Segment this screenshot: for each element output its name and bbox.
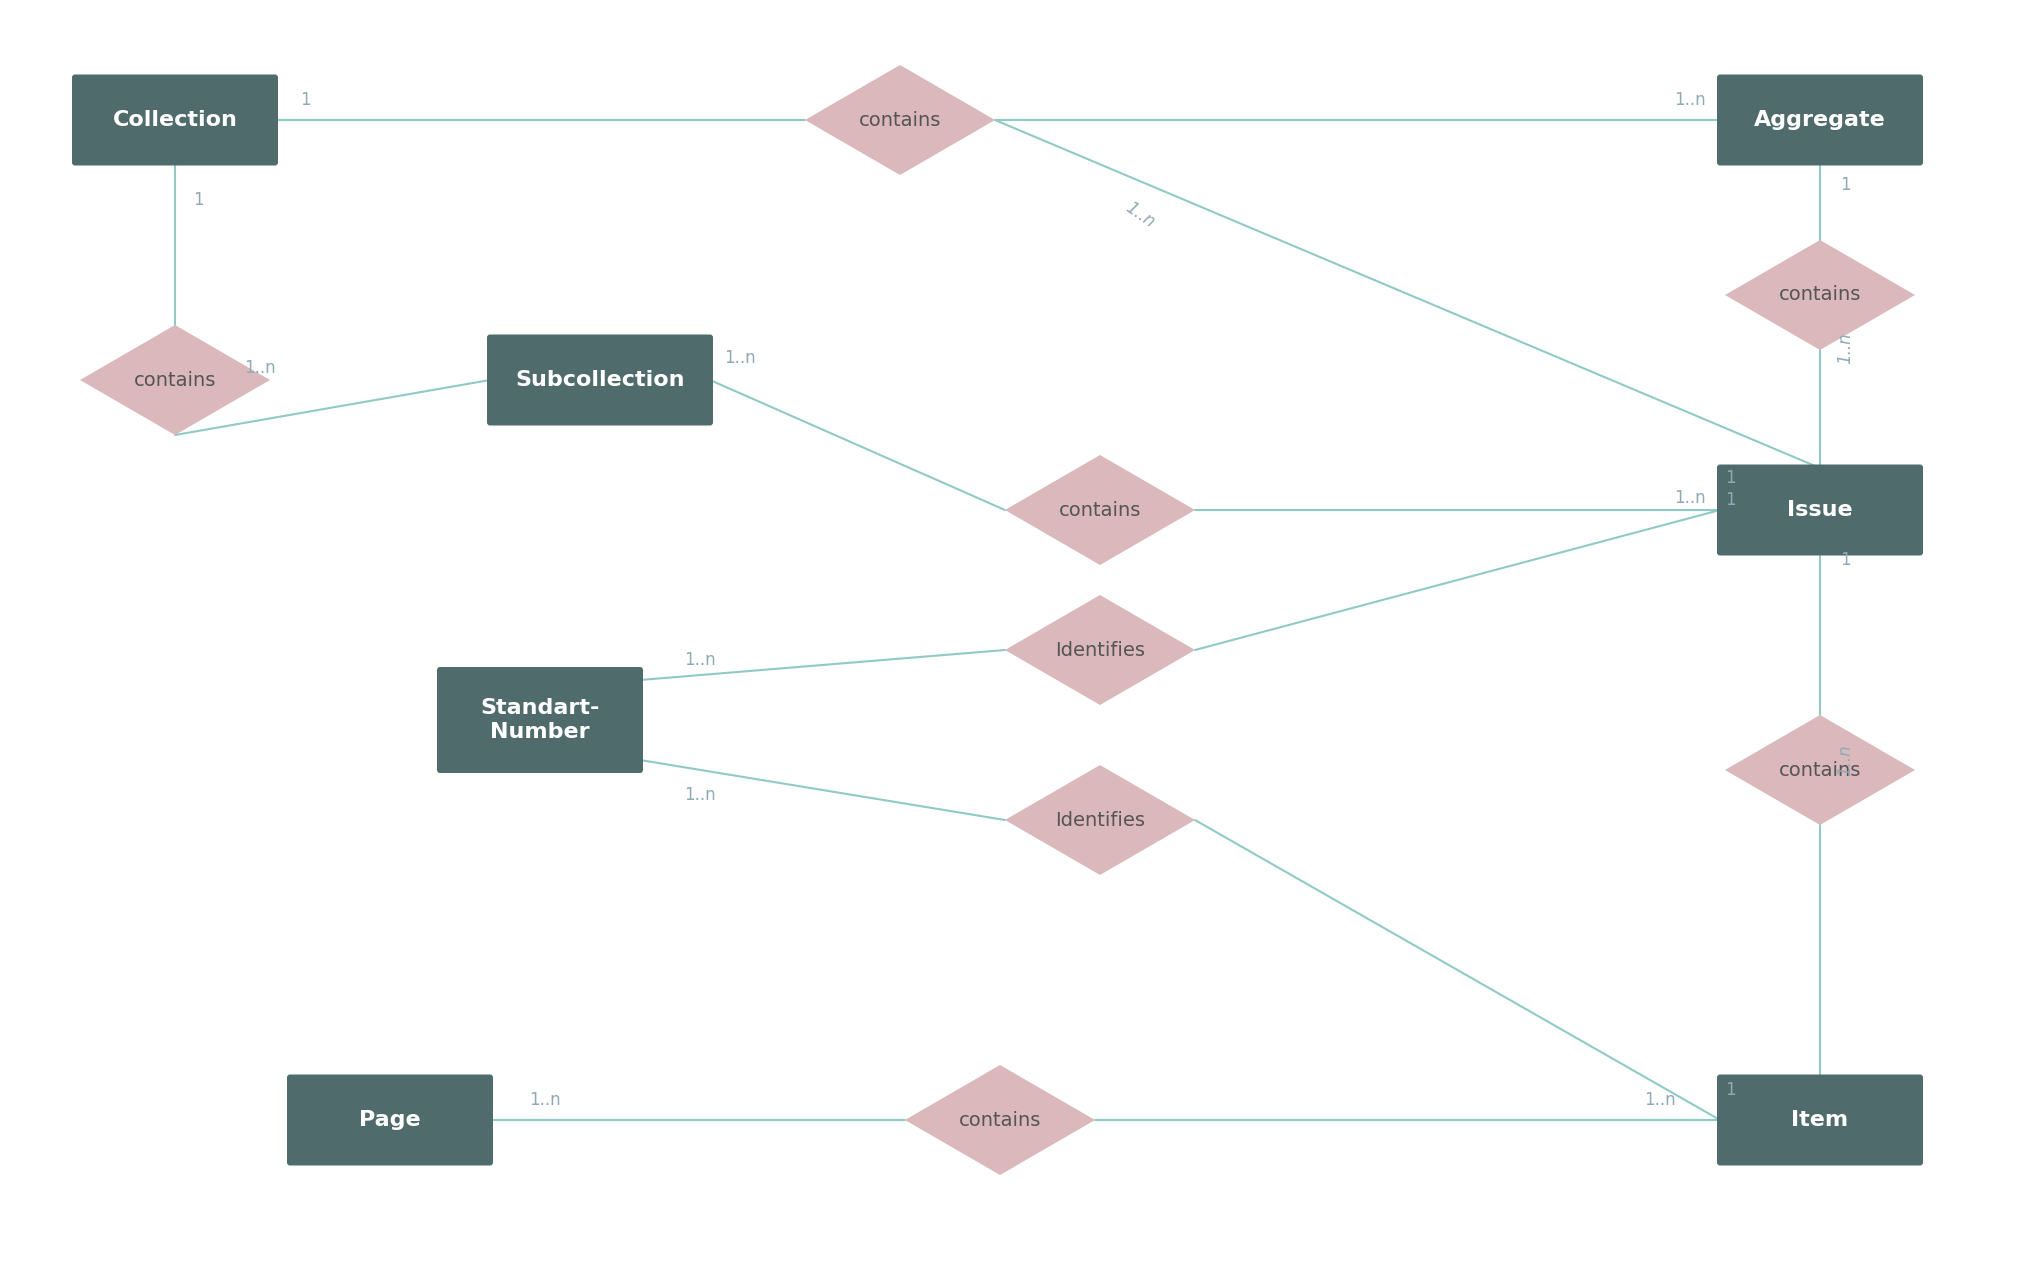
Text: 1..n: 1..n xyxy=(1837,745,1855,776)
FancyBboxPatch shape xyxy=(1717,1075,1922,1166)
Polygon shape xyxy=(1005,455,1196,565)
FancyBboxPatch shape xyxy=(1717,74,1922,166)
Text: 1: 1 xyxy=(1725,490,1735,508)
Text: Identifies: Identifies xyxy=(1056,641,1145,660)
Text: contains: contains xyxy=(134,371,216,389)
Text: 1..n: 1..n xyxy=(683,786,716,804)
Text: 1..n: 1..n xyxy=(1837,333,1855,363)
Text: 1..n: 1..n xyxy=(1674,91,1707,109)
Text: contains: contains xyxy=(858,110,942,130)
FancyBboxPatch shape xyxy=(287,1075,492,1166)
Text: contains: contains xyxy=(1780,760,1861,779)
Text: 1: 1 xyxy=(1725,1081,1735,1099)
Text: contains: contains xyxy=(958,1111,1041,1130)
Text: Page: Page xyxy=(360,1109,421,1130)
Text: 1: 1 xyxy=(1839,176,1851,194)
Text: Issue: Issue xyxy=(1788,499,1853,520)
FancyBboxPatch shape xyxy=(1717,465,1922,556)
Polygon shape xyxy=(1725,240,1914,351)
Polygon shape xyxy=(805,65,995,175)
Text: 1..n: 1..n xyxy=(1643,1091,1676,1109)
Text: 1..n: 1..n xyxy=(683,651,716,669)
Text: 1: 1 xyxy=(299,91,311,109)
Text: 1..n: 1..n xyxy=(244,360,277,377)
FancyBboxPatch shape xyxy=(486,335,714,425)
FancyBboxPatch shape xyxy=(71,74,279,166)
Text: contains: contains xyxy=(1780,285,1861,304)
Text: 1..n: 1..n xyxy=(529,1091,561,1109)
Text: Identifies: Identifies xyxy=(1056,810,1145,829)
Polygon shape xyxy=(905,1064,1094,1175)
Text: Subcollection: Subcollection xyxy=(515,370,685,390)
Text: 1: 1 xyxy=(193,191,203,209)
Text: Collection: Collection xyxy=(112,110,238,130)
Text: 1: 1 xyxy=(1839,551,1851,569)
Text: 1..n: 1..n xyxy=(1674,489,1707,507)
Text: contains: contains xyxy=(1060,501,1141,520)
Polygon shape xyxy=(79,325,271,435)
Text: 1..n: 1..n xyxy=(1123,199,1157,231)
Text: 1: 1 xyxy=(1725,469,1735,487)
Text: Item: Item xyxy=(1792,1109,1849,1130)
Text: Standart-
Number: Standart- Number xyxy=(480,698,600,742)
Text: 1..n: 1..n xyxy=(724,349,757,367)
Polygon shape xyxy=(1725,715,1914,826)
Text: Aggregate: Aggregate xyxy=(1753,110,1886,130)
Polygon shape xyxy=(1005,594,1196,705)
FancyBboxPatch shape xyxy=(437,666,643,773)
Polygon shape xyxy=(1005,765,1196,874)
